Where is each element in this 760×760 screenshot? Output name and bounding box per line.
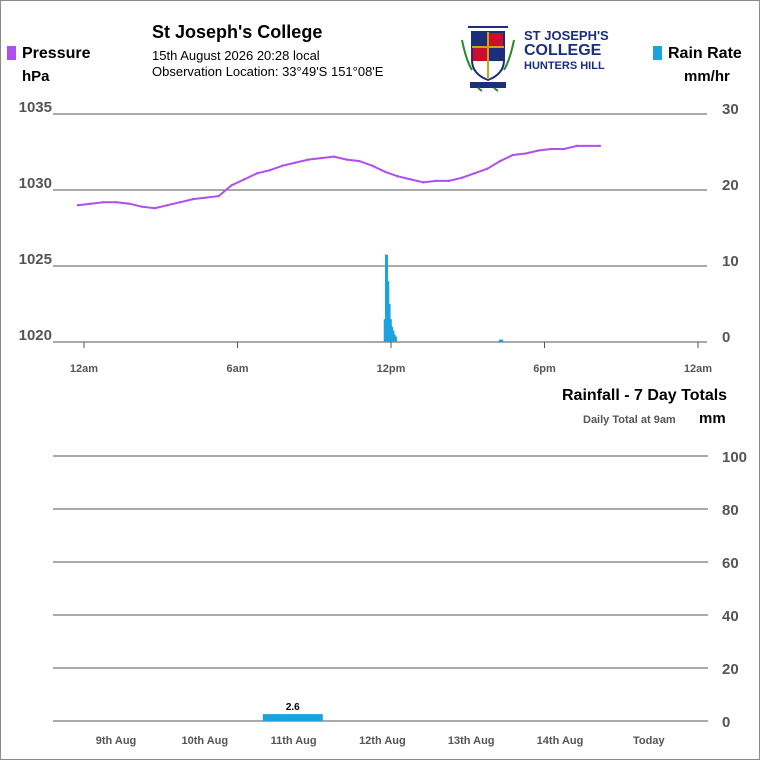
- pressure-point: [204, 196, 208, 199]
- pressure-point: [498, 159, 502, 163]
- time-tick-label: 12am: [70, 363, 98, 375]
- logo-text-line1: ST JOSEPH'S: [524, 28, 609, 43]
- pressure-point: [371, 164, 374, 167]
- pressure-tick-label: 1020: [19, 327, 52, 344]
- pressure-point: [115, 200, 118, 204]
- rain-rate-tick-label: 20: [722, 177, 739, 194]
- pressure-point: [243, 178, 246, 181]
- rainfall-chart-subtitle: Daily Total at 9am: [583, 414, 676, 426]
- time-tick-label: 6pm: [533, 363, 556, 375]
- rainfall-tick-label: 20: [722, 661, 739, 678]
- pressure-point: [319, 156, 323, 160]
- rainfall-tick-label: 100: [722, 449, 747, 466]
- time-tick-label: 12am: [684, 363, 712, 375]
- college-logo: ST JOSEPH'S COLLEGE HUNTERS HILL: [458, 20, 618, 92]
- pressure-point: [434, 179, 438, 183]
- pressure-point: [294, 161, 297, 164]
- rainfall-chart-title: Rainfall - 7 Day Totals: [562, 387, 728, 404]
- rainfall-tick-label: 60: [722, 555, 739, 572]
- day-category-label: 14th Aug: [537, 735, 584, 747]
- pressure-point: [383, 170, 387, 173]
- rain-rate-tick-label: 10: [722, 253, 739, 270]
- rain-legend-label: Rain Rate: [668, 45, 742, 62]
- pressure-point: [345, 158, 348, 161]
- pressure-point: [140, 205, 144, 208]
- pressure-legend-label: Pressure: [22, 45, 91, 62]
- day-category-label: 11th Aug: [271, 735, 317, 747]
- pressure-point: [89, 202, 92, 205]
- rain-rate-tick-label: 0: [722, 329, 730, 346]
- pressure-point: [166, 204, 169, 207]
- pressure-point: [422, 181, 425, 184]
- pressure-point: [562, 147, 566, 151]
- pressure-point: [550, 147, 553, 151]
- rain-rate-tick-label: 30: [722, 101, 739, 118]
- pressure-point: [575, 144, 579, 148]
- pressure-tick-label: 1030: [19, 175, 52, 192]
- pressure-point: [102, 200, 105, 204]
- day-category-label: 13th Aug: [448, 735, 495, 747]
- pressure-point: [76, 204, 80, 207]
- rainfall-data-label: 2.6: [286, 702, 300, 713]
- rainfall-tick-label: 80: [722, 502, 739, 519]
- rain-rate-bar: [500, 339, 504, 342]
- rainfall-tick-label: 0: [722, 714, 730, 731]
- rainfall-bar: [262, 714, 323, 721]
- pressure-point: [460, 176, 463, 180]
- pressure-point: [230, 184, 233, 187]
- rainfall-unit-label: mm: [699, 410, 726, 427]
- pressure-tick-label: 1035: [19, 99, 52, 116]
- day-category-label: 10th Aug: [181, 735, 228, 747]
- rainfall-tick-label: 40: [722, 608, 739, 625]
- pressure-unit-label: hPa: [22, 68, 50, 85]
- pressure-point: [217, 194, 220, 198]
- station-name: St Joseph's College: [152, 22, 323, 42]
- pressure-point: [358, 159, 361, 163]
- observation-location: Observation Location: 33°49'S 151°08'E: [152, 64, 384, 79]
- day-category-label: 9th Aug: [96, 735, 137, 747]
- logo-text-line2: COLLEGE: [524, 42, 602, 59]
- pressure-point: [153, 207, 156, 210]
- rain-legend-swatch: [653, 46, 662, 60]
- pressure-point: [281, 164, 284, 167]
- pressure-point: [537, 149, 540, 152]
- pressure-point: [127, 202, 131, 205]
- pressure-point: [473, 172, 476, 175]
- pressure-point: [447, 179, 451, 183]
- pressure-point: [307, 158, 310, 161]
- pressure-point: [524, 152, 527, 155]
- pressure-point: [598, 144, 602, 148]
- day-category-label: Today: [633, 735, 665, 747]
- pressure-point: [255, 172, 259, 175]
- pressure-line: [77, 144, 600, 210]
- time-tick-label: 6am: [226, 363, 248, 375]
- pressure-point: [268, 169, 272, 172]
- pressure-point: [409, 178, 412, 181]
- logo-text-line3: HUNTERS HILL: [524, 60, 605, 72]
- pressure-point: [396, 175, 399, 178]
- pressure-point: [191, 197, 195, 201]
- pressure-point: [332, 155, 336, 158]
- pressure-point: [179, 200, 182, 204]
- day-category-label: 12th Aug: [359, 735, 406, 747]
- date-time: 15th August 2026 20:28 local: [152, 48, 320, 63]
- pressure-point: [486, 167, 489, 170]
- rain-rate-bar: [393, 336, 397, 342]
- pressure-point: [511, 153, 515, 157]
- pressure-tick-label: 1025: [19, 251, 52, 268]
- crest-icon: [461, 26, 515, 92]
- rain-unit-label: mm/hr: [684, 68, 730, 85]
- time-tick-label: 12pm: [377, 363, 406, 375]
- pressure-legend-swatch: [7, 46, 16, 60]
